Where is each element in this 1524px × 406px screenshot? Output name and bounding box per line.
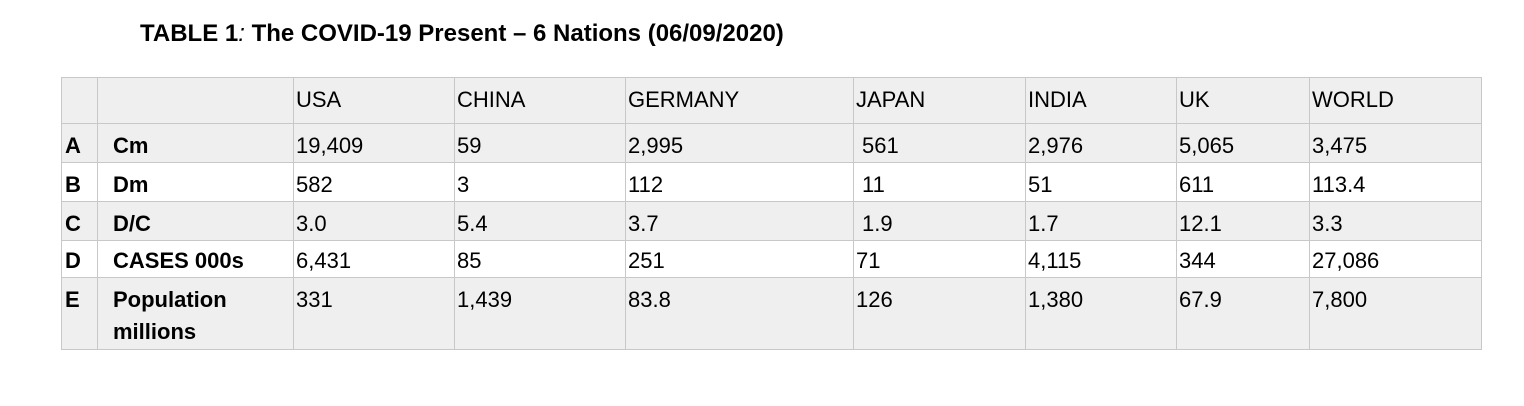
header-cell-uk: UK (1176, 77, 1310, 124)
table-row: A Cm 19,409 59 2,995 561 2,976 5,065 3,4… (61, 123, 1482, 163)
table-cell: 1.7 (1025, 201, 1177, 241)
table-cell: 3.0 (293, 201, 455, 241)
table-cell: 3.7 (625, 201, 854, 241)
table-cell: 4,115 (1025, 240, 1177, 278)
row-label: Dm (97, 162, 294, 202)
table-cell: 331 (293, 277, 455, 350)
table-row: D CASES 000s 6,431 85 251 71 4,115 344 2… (61, 240, 1482, 278)
table-cell: 51 (1025, 162, 1177, 202)
table-cell: 71 (853, 240, 1026, 278)
table-row: E Population millions 331 1,439 83.8 126… (61, 277, 1482, 350)
header-row: USA CHINA GERMANY JAPAN INDIA UK WORLD (61, 77, 1482, 124)
row-letter: C (61, 201, 98, 241)
row-letter: B (61, 162, 98, 202)
table-cell: 12.1 (1176, 201, 1310, 241)
header-cell-japan: JAPAN (853, 77, 1026, 124)
table-cell: 1.9 (853, 201, 1026, 241)
header-cell-usa: USA (293, 77, 455, 124)
header-cell-china: CHINA (454, 77, 626, 124)
table-cell: 67.9 (1176, 277, 1310, 350)
table-cell: 85 (454, 240, 626, 278)
table-cell: 112 (625, 162, 854, 202)
table-cell: 5.4 (454, 201, 626, 241)
header-cell-label (97, 77, 294, 124)
header-cell-india: INDIA (1025, 77, 1177, 124)
header-cell-germany: GERMANY (625, 77, 854, 124)
row-letter: E (61, 277, 98, 350)
table-cell: 2,976 (1025, 123, 1177, 163)
table-cell: 611 (1176, 162, 1310, 202)
table-cell: 3.3 (1309, 201, 1482, 241)
table-cell: 561 (853, 123, 1026, 163)
table-title-colon: : (238, 20, 245, 47)
row-label: Population millions (97, 277, 294, 350)
table-cell: 5,065 (1176, 123, 1310, 163)
table-cell: 126 (853, 277, 1026, 350)
table-title-prefix: TABLE 1 (140, 20, 239, 47)
table-title-text: The COVID-19 Present – 6 Nations (06/09/… (251, 20, 784, 47)
table-cell: 19,409 (293, 123, 455, 163)
table-cell: 59 (454, 123, 626, 163)
table-cell: 344 (1176, 240, 1310, 278)
table-cell: 83.8 (625, 277, 854, 350)
table-row: C D/C 3.0 5.4 3.7 1.9 1.7 12.1 3.3 (61, 201, 1482, 241)
table-cell: 27,086 (1309, 240, 1482, 278)
table-cell: 1,380 (1025, 277, 1177, 350)
table-cell: 1,439 (454, 277, 626, 350)
table-cell: 3,475 (1309, 123, 1482, 163)
row-label: CASES 000s (97, 240, 294, 278)
table-cell: 3 (454, 162, 626, 202)
row-letter: A (61, 123, 98, 163)
header-cell-letter (61, 77, 98, 124)
header-cell-world: WORLD (1309, 77, 1482, 124)
row-letter: D (61, 240, 98, 278)
table-cell: 582 (293, 162, 455, 202)
table-cell: 113.4 (1309, 162, 1482, 202)
row-label: Cm (97, 123, 294, 163)
covid-table: USA CHINA GERMANY JAPAN INDIA UK WORLD A… (61, 77, 1482, 350)
table-cell: 2,995 (625, 123, 854, 163)
table-row: B Dm 582 3 112 11 51 611 113.4 (61, 162, 1482, 202)
table-title: TABLE 1: The COVID-19 Present – 6 Nation… (140, 20, 784, 48)
table-cell: 6,431 (293, 240, 455, 278)
table-cell: 11 (853, 162, 1026, 202)
table-cell: 251 (625, 240, 854, 278)
table-cell: 7,800 (1309, 277, 1482, 350)
row-label: D/C (97, 201, 294, 241)
